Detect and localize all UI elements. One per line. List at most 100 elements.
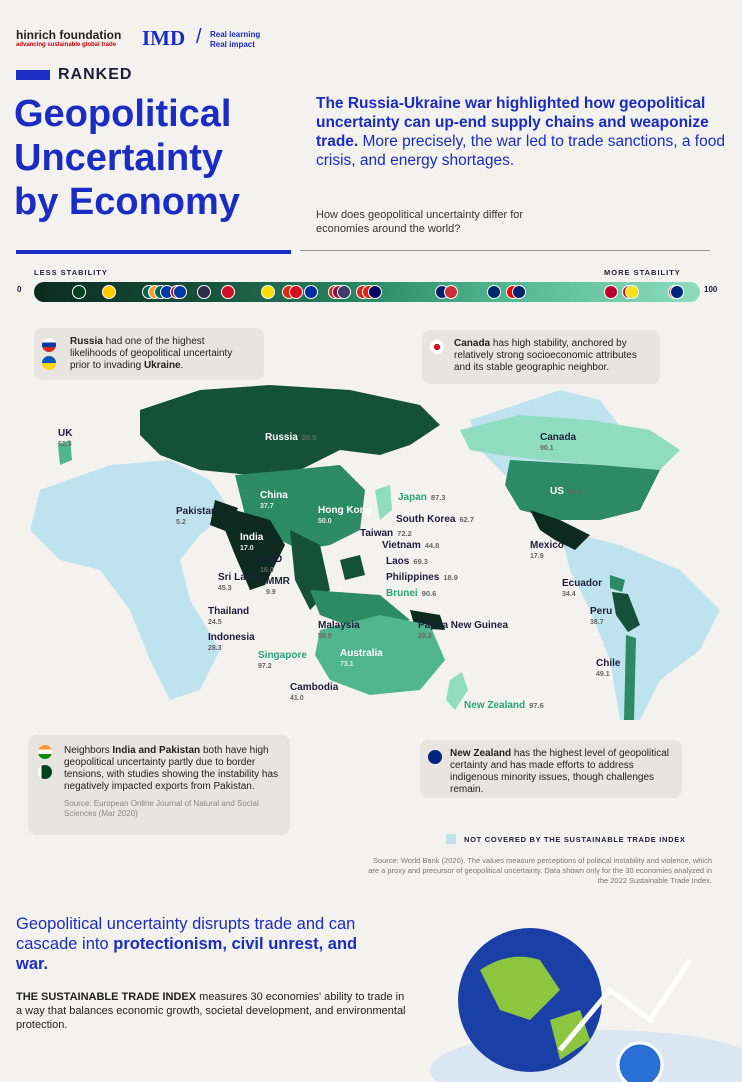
- more-stability-label: MORE STABILITY: [604, 268, 681, 277]
- australia-shape: [315, 615, 445, 695]
- map-label-name: Thailand: [208, 606, 250, 617]
- uk-shape: [58, 440, 72, 465]
- map-label-name: Vietnam: [382, 540, 421, 551]
- map-label-value: 16.0: [260, 567, 274, 574]
- map-label-name: South Korea: [396, 514, 456, 525]
- scale-min: 0: [17, 285, 22, 294]
- map-label-value: 72.2: [397, 529, 412, 538]
- stability-scale: [34, 282, 700, 302]
- map-label-name: Mexico: [530, 540, 564, 551]
- map-label-value: 17.9: [530, 553, 544, 560]
- southeast-asia-shape: [290, 530, 330, 610]
- scale-flag-malaysia: [367, 285, 382, 299]
- russia-flag-icon: [42, 338, 56, 352]
- logo-divider: /: [196, 26, 202, 48]
- imd-tagline-1: Real learning: [210, 30, 261, 39]
- map-label-value: 97.6: [529, 701, 544, 710]
- map-label-value: 44.8: [424, 541, 440, 550]
- bottom-paragraph: THE SUSTAINABLE TRADE INDEX measures 30 …: [16, 990, 406, 1032]
- map-label-value: 20.3: [418, 633, 432, 640]
- scale-flag-cambodia: [303, 285, 318, 299]
- map-label-name: Laos: [386, 556, 410, 567]
- bottom-heading: Geopolitical uncertainty disrupts trade …: [16, 914, 376, 974]
- map-label-taiwan: Taiwan 72.2: [360, 528, 412, 539]
- compass-icon: [616, 1041, 664, 1082]
- scale-flag-ecuador: [260, 285, 275, 299]
- scale-max: 100: [704, 285, 718, 294]
- map-label-value: 18.9: [443, 573, 458, 582]
- bottom-heading-pre: Geopolitical uncertainty disrupts trade …: [16, 915, 356, 953]
- us-shape: [505, 460, 660, 520]
- imd-tagline: Real learning Real impact: [210, 30, 280, 50]
- map-label-value: 87.3: [430, 493, 446, 502]
- map-label-japan: Japan 87.3: [398, 492, 446, 503]
- map-label-name: Australia: [340, 648, 383, 659]
- world-map: Russia 20.8 UK 61.3 Pakistan 5.2 China 37.7 Hong…: [0, 360, 742, 730]
- map-label-singapore: Singapore 97.2: [258, 650, 307, 672]
- scale-flag-brunei: [625, 285, 640, 299]
- russia-shape: [140, 385, 440, 475]
- canada-flag-icon: [430, 340, 444, 354]
- title-underline: [16, 250, 291, 254]
- map-label-name: UK: [58, 428, 73, 439]
- ranked-label: RANKED: [58, 66, 133, 83]
- scale-flag-indonesia: [221, 285, 236, 299]
- india-callout-b1: India and Pakistan: [112, 745, 201, 756]
- map-label-value: 49.1: [596, 671, 610, 678]
- map-label-russia: Russia 20.8: [265, 432, 316, 443]
- map-label-mexico: Mexico 17.9: [530, 540, 564, 562]
- map-label-name: Japan: [398, 492, 427, 503]
- map-label-value: 20.8: [301, 433, 317, 442]
- map-label-pakistan: Pakistan 5.2: [176, 506, 217, 528]
- russia-callout-b2: Ukraine: [143, 360, 181, 371]
- map-label-name: China: [260, 490, 288, 501]
- map-label-name: Peru: [590, 606, 613, 617]
- map-label-value: 9.9: [266, 589, 276, 596]
- map-label-hong-kong: Hong Kong 50.0: [318, 505, 372, 527]
- map-label-name: Sri Lanka: [218, 572, 264, 583]
- peru-shape: [612, 592, 640, 632]
- world-map-svg: [30, 385, 720, 720]
- india-pakistan-callout: Neighbors India and Pakistan both have h…: [28, 735, 290, 835]
- map-label-brunei: Brunei 90.6: [386, 588, 436, 599]
- scale-flag-japan: [603, 285, 618, 299]
- map-label-name: MMR: [266, 576, 290, 587]
- scale-flag-peru: [288, 285, 303, 299]
- map-label-name: Canada: [540, 432, 577, 443]
- map-label-name: Indonesia: [208, 632, 255, 643]
- divider: [300, 250, 710, 251]
- scale-flag-pakistan: [71, 285, 86, 299]
- map-label-cambodia: Cambodia 41.0: [290, 682, 338, 704]
- map-label-value: 50.9: [318, 633, 332, 640]
- india-callout-t0: Neighbors: [64, 745, 113, 756]
- intro-text: The Russia-Ukraine war highlighted how g…: [316, 94, 726, 170]
- map-label-value: 50.0: [318, 518, 332, 525]
- scale-flag-new-zealand: [670, 285, 685, 299]
- map-label-name: Singapore: [258, 650, 307, 661]
- canada-callout-b1: Canada: [454, 338, 491, 349]
- map-label-value: 38.7: [590, 619, 604, 626]
- new-zealand-flag-icon: [428, 750, 442, 764]
- ukraine-flag-icon: [42, 356, 56, 370]
- nz-callout-b1: New Zealand: [450, 748, 512, 759]
- globe-continent: [480, 956, 560, 1020]
- map-label-value: 28.3: [208, 645, 222, 652]
- canada-shape: [460, 415, 680, 470]
- map-label-papua-new-guinea: Papua New Guinea 20.3: [418, 620, 508, 642]
- map-label-sri-lanka: Sri Lanka 45.3: [218, 572, 263, 594]
- map-label-indonesia: Indonesia 28.3: [208, 632, 255, 654]
- map-label-name: New Zealand: [464, 700, 526, 711]
- map-label-name: Brunei: [386, 588, 418, 599]
- less-stability-label: LESS STABILITY: [34, 268, 108, 277]
- source-note: Source: World Bank (2020). The values me…: [368, 856, 712, 885]
- map-label-value: 62.7: [459, 515, 475, 524]
- hinrich-tagline: advancing sustainable global trade: [16, 42, 117, 48]
- india-callout-t1: both have high geopolitical uncertainty …: [64, 745, 279, 792]
- map-label-value: 17.0: [240, 545, 254, 552]
- russia-callout-t1: had one of the highest likelihoods of ge…: [70, 336, 233, 371]
- new-zealand-callout: New Zealand has the highest level of geo…: [420, 740, 682, 798]
- map-label-ecuador: Ecuador 34.4: [562, 578, 602, 600]
- japan-shape: [375, 485, 392, 520]
- canada-callout: Canada has high stability, anchored by r…: [422, 330, 660, 384]
